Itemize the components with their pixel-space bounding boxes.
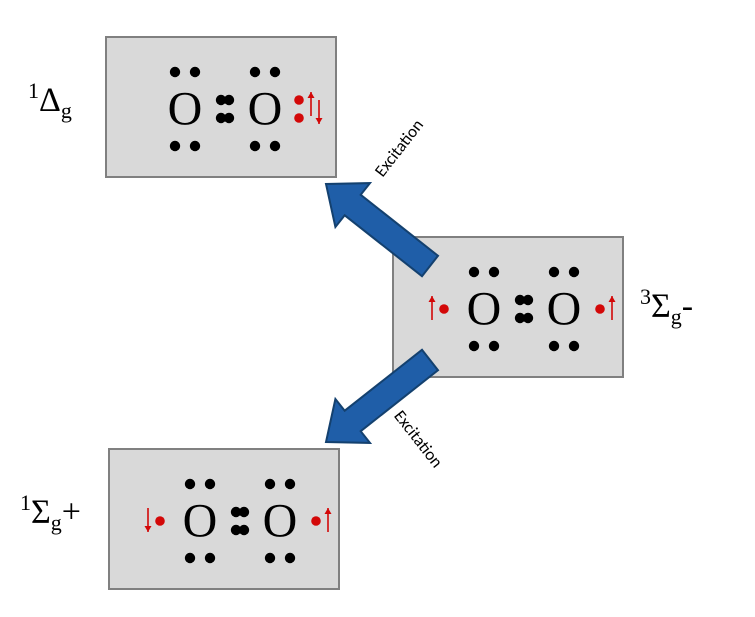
term-label-delta-g: 1Δg <box>28 78 72 124</box>
term-trailing: + <box>62 493 81 530</box>
lewis-svg-delta-g: OO <box>107 38 339 180</box>
svg-text:O: O <box>168 83 203 136</box>
svg-text:O: O <box>263 495 298 548</box>
term-symbol: Σ <box>651 287 671 324</box>
term-superscript: 1 <box>28 78 39 103</box>
excitation-label-upper: Excitation <box>370 115 428 181</box>
term-symbol: Δ <box>39 81 61 118</box>
svg-text:O: O <box>467 283 502 336</box>
svg-text:O: O <box>248 83 283 136</box>
lewis-box-delta-g: OO <box>105 36 337 178</box>
term-superscript: 1 <box>20 490 31 515</box>
svg-text:O: O <box>547 283 582 336</box>
excitation-label-lower: Excitation <box>389 406 447 472</box>
term-label-sigma-g-minus: 3Σg- <box>640 284 693 330</box>
term-subscript: g <box>671 304 682 329</box>
term-superscript: 3 <box>640 284 651 309</box>
term-subscript: g <box>51 510 62 535</box>
term-subscript: g <box>61 98 72 123</box>
lewis-svg-sigma-g-minus: OO <box>394 238 626 380</box>
term-symbol: Σ <box>31 493 51 530</box>
lewis-box-sigma-g-plus: OO <box>108 448 340 590</box>
lewis-box-sigma-g-minus: OO <box>392 236 624 378</box>
term-trailing: - <box>682 287 693 324</box>
lewis-svg-sigma-g-plus: OO <box>110 450 342 592</box>
term-label-sigma-g-plus: 1Σg+ <box>20 490 81 536</box>
svg-text:O: O <box>183 495 218 548</box>
